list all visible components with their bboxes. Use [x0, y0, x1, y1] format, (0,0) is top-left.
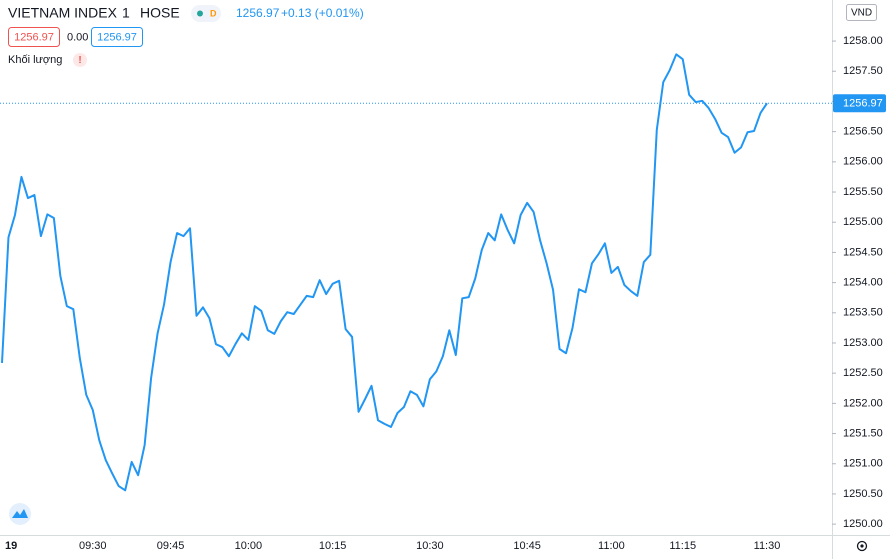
y-tick-label: 1252.50: [843, 367, 883, 379]
settings-icon[interactable]: [856, 540, 868, 552]
x-tick-label: 10:15: [319, 540, 347, 552]
price-change: +0.13 (+0.01%): [281, 6, 364, 20]
y-tick-label: 1253.00: [843, 337, 883, 349]
last-price-box: [833, 94, 886, 113]
y-tick-label: 1251.00: [843, 458, 883, 470]
currency-box[interactable]: [846, 4, 877, 21]
x-tick-label: 10:45: [513, 540, 541, 552]
y-tick-label: 1255.50: [843, 186, 883, 198]
x-tick-label: 19: [5, 540, 17, 552]
volume-label[interactable]: Khối lượng: [8, 54, 62, 66]
x-tick-label: 09:45: [157, 540, 185, 552]
price-line: [1, 53, 768, 492]
exchange: HOSE: [140, 5, 180, 21]
x-tick-label: 11:30: [754, 540, 781, 552]
x-tick-label: 11:00: [598, 540, 625, 552]
x-tick-label: 10:30: [416, 540, 444, 552]
badge-letter: D: [210, 8, 217, 18]
y-tick-label: 1254.50: [843, 246, 883, 258]
last-price: 1256.97: [236, 6, 280, 20]
y-tick-label: 1258.00: [843, 35, 883, 47]
y-tick-label: 1256.50: [843, 126, 883, 138]
ask-box[interactable]: [91, 27, 143, 47]
x-tick-label: 09:30: [79, 540, 107, 552]
status-dot: [197, 10, 203, 17]
ask-price: 1256.97: [97, 31, 137, 43]
y-tick-label: 1251.50: [843, 427, 883, 439]
last-price-label: 1256.97: [843, 98, 883, 110]
alert-mark: !: [78, 55, 81, 66]
y-tick-label: 1254.00: [843, 277, 883, 289]
spread: 0.00: [67, 31, 88, 43]
settings-hub: [860, 544, 864, 548]
y-tick-label: 1253.50: [843, 307, 883, 319]
status-badge[interactable]: [191, 5, 221, 22]
y-tick-label: 1255.00: [843, 216, 883, 228]
interval[interactable]: 1: [122, 5, 130, 21]
logo[interactable]: [9, 503, 31, 525]
alert-icon[interactable]: [73, 53, 87, 67]
bid-price: 1256.97: [14, 31, 54, 43]
y-tick-label: 1250.00: [843, 518, 883, 530]
bid-box[interactable]: [8, 27, 60, 47]
y-tick-label: 1257.50: [843, 65, 883, 77]
x-tick-label: 10:00: [235, 540, 263, 552]
currency: VND: [851, 8, 872, 19]
y-tick-label: 1256.00: [843, 156, 883, 168]
symbol[interactable]: VIETNAM INDEX: [8, 5, 118, 21]
logo-shape: [12, 509, 28, 518]
y-tick-label: 1252.00: [843, 397, 883, 409]
x-tick-label: 11:15: [669, 540, 696, 552]
y-tick-label: 1250.50: [843, 488, 883, 500]
